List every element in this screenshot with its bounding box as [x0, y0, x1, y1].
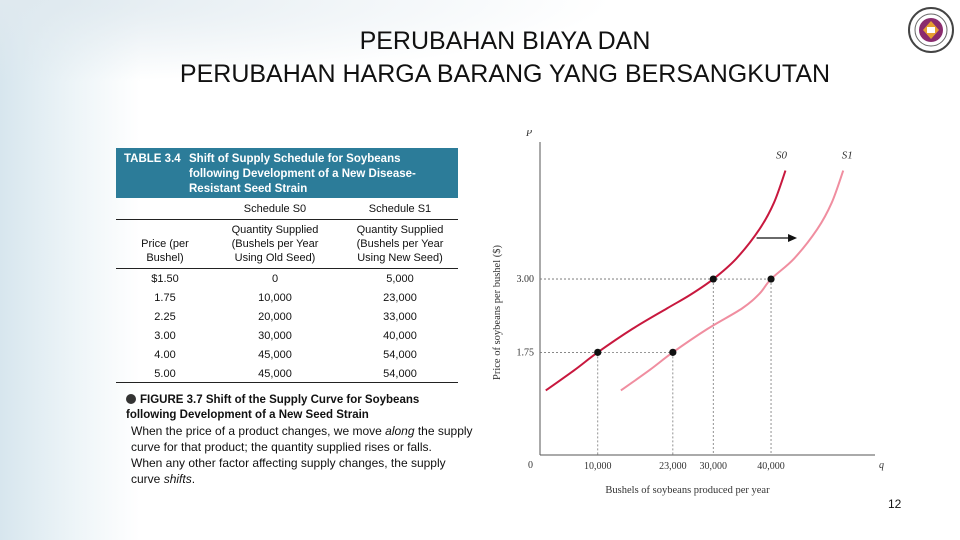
figure-bullet-icon: [126, 394, 136, 404]
table-cell-old: 10,000: [258, 292, 292, 304]
slide-title-line2: PERUBAHAN HARGA BARANG YANG BERSANGKUTAN: [179, 60, 831, 88]
body-text-part: When any other factor affecting supply c…: [131, 456, 446, 486]
x-tick-label: 10,000: [584, 461, 612, 472]
column-header-old-seed: Quantity Supplied (Bushels per Year Usin…: [231, 224, 319, 264]
table-cell-price: 4.00: [154, 349, 176, 361]
table-label: TABLE 3.4: [124, 153, 181, 165]
column-header-new-seed: Quantity Supplied (Bushels per Year Usin…: [356, 224, 444, 264]
body-text-part: the supply curve for that product; the q…: [131, 424, 473, 454]
figure-caption-text: Shift of the Supply Curve for Soybeans f…: [126, 394, 420, 421]
university-seal-icon: [908, 7, 954, 53]
x-tick-label: 40,000: [757, 461, 785, 472]
body-text-part: When the price of a product changes, we …: [131, 424, 386, 438]
table-cell-old: 0: [271, 273, 279, 285]
data-point: [669, 348, 677, 356]
shift-arrow-icon: [788, 233, 798, 242]
table-header-bar: TABLE 3.4 Shift of Supply Schedule for S…: [116, 148, 458, 198]
body-text: When the price of a product changes, we …: [131, 423, 476, 487]
background-decoration-top: [0, 0, 960, 130]
table-divider: [116, 268, 458, 269]
origin-label: 0: [528, 460, 533, 471]
y-tick-label: 3.00: [517, 274, 535, 285]
x-axis-symbol: q: [879, 460, 884, 471]
table-divider: [116, 219, 458, 220]
table-cell-price: 2.25: [154, 311, 176, 323]
series-label-s1: S1: [842, 150, 853, 162]
body-text-emphasis: shifts: [163, 472, 192, 486]
table-cell-new: 54,000: [383, 368, 417, 380]
data-point: [709, 275, 717, 283]
table-cell-old: 45,000: [258, 368, 292, 380]
table-cell-new: 40,000: [383, 330, 417, 342]
figure-label: FIGURE 3.7: [140, 394, 203, 406]
supply-curve-s0: [545, 170, 787, 392]
page-number: 12: [888, 497, 902, 511]
y-tick-label: 1.75: [517, 347, 535, 358]
table-cell-old: 30,000: [258, 330, 292, 342]
table-cell-price: 1.75: [154, 292, 176, 304]
y-axis-title: Price of soybeans per bushel ($): [492, 245, 503, 381]
data-point: [767, 275, 775, 283]
x-tick-label: 30,000: [700, 461, 728, 472]
table-cell-old: 45,000: [258, 349, 292, 361]
table-cell-price: 5.00: [154, 368, 176, 380]
table-cell-new: 23,000: [383, 292, 417, 304]
supply-curve-s1: [620, 170, 845, 392]
table-cell-price: 3.00: [154, 330, 176, 342]
table-divider: [116, 382, 458, 383]
figure-caption: FIGURE 3.7 Shift of the Supply Curve for…: [126, 393, 466, 423]
series-label-s0: S0: [776, 150, 788, 162]
table-cell-price: $1.50: [151, 273, 179, 285]
table-caption: Shift of Supply Schedule for Soybeans fo…: [189, 153, 416, 195]
y-axis-symbol: P: [525, 130, 532, 139]
x-tick-label: 23,000: [659, 461, 687, 472]
supply-shift-chart: Pq 0 10,000 23,000 30,000 40,000 1.75 3.00 Bushe…: [492, 130, 884, 496]
body-text-emphasis: along: [385, 424, 415, 438]
column-header-price: Price (per Bushel): [141, 238, 189, 264]
schedule-s1-header: Schedule S1: [368, 203, 432, 215]
table-cell-new: 5,000: [386, 273, 414, 285]
table-cell-new: 33,000: [383, 311, 417, 323]
x-axis-title: Bushels of soybeans produced per year: [605, 485, 770, 496]
table-cell-new: 54,000: [383, 349, 417, 361]
schedule-s0-header: Schedule S0: [243, 203, 307, 215]
slide-title-line1: PERUBAHAN BIAYA DAN: [359, 27, 651, 55]
data-point: [594, 348, 602, 356]
body-text-part: .: [191, 472, 196, 486]
table-cell-old: 20,000: [258, 311, 292, 323]
